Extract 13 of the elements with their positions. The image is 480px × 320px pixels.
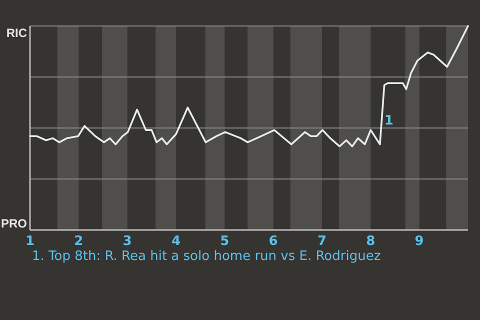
x-tick-label: 3	[122, 234, 132, 249]
x-tick-label: 1	[25, 234, 35, 249]
x-tick-label: 5	[220, 234, 230, 249]
x-tick-label: 9	[414, 234, 424, 249]
annotation: 1	[384, 113, 394, 128]
text: RIC	[6, 26, 28, 40]
x-tick-label: 2	[74, 234, 84, 249]
x-tick-label: 6	[268, 234, 278, 249]
text: 1. Top 8th: R. Rea hit a solo home run vs E. Rodriguez	[32, 249, 381, 264]
text: PRO	[0, 216, 27, 231]
x-tick-label: 7	[317, 234, 327, 249]
x-tick-label: 4	[171, 234, 181, 249]
x-tick-label: 8	[366, 234, 376, 249]
